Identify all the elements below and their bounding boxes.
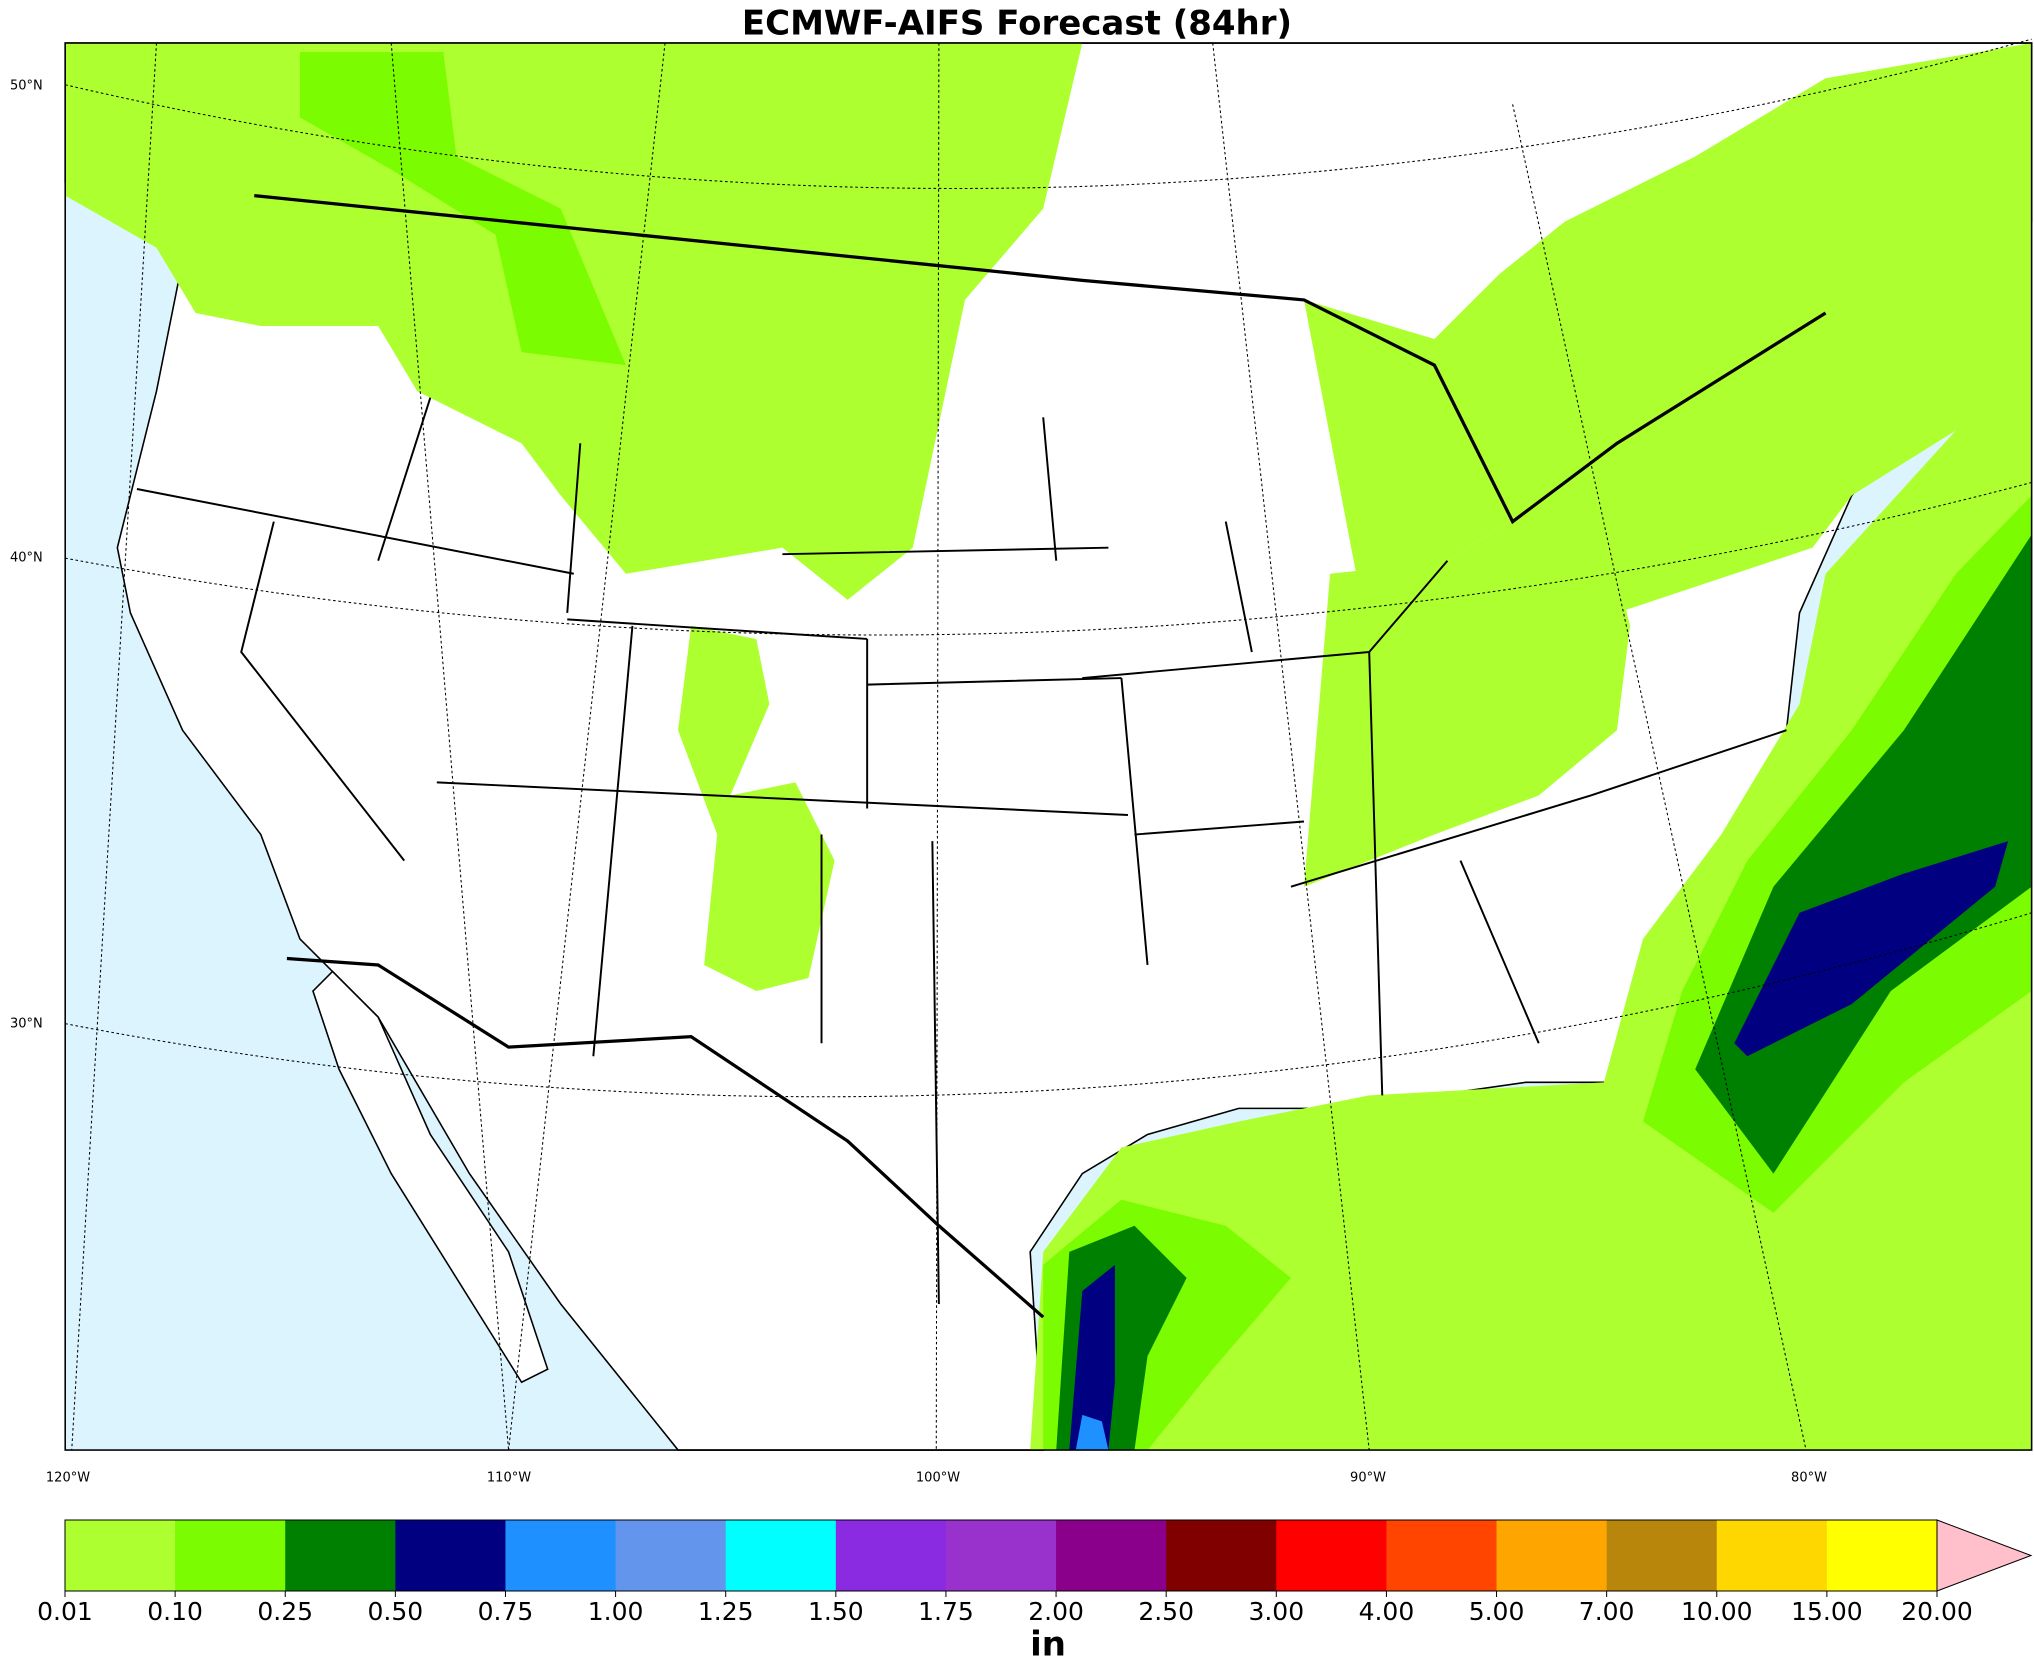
- colorbar-tick-label: 0.50: [368, 1597, 424, 1626]
- colorbar-tick-label: 5.00: [1469, 1597, 1525, 1626]
- colorbar-segment: [725, 1520, 837, 1591]
- colorbar-tick-label: 0.75: [478, 1597, 534, 1626]
- colorbar-tick-label: 1.00: [588, 1597, 644, 1626]
- colorbar-segment: [1716, 1520, 1828, 1591]
- colorbar-segment: [1056, 1520, 1167, 1591]
- colorbar-segment: [1496, 1520, 1608, 1591]
- borders: [136, 193, 1827, 1319]
- precip-canada-core: [299, 52, 626, 366]
- colorbar-tick-label: 1.50: [808, 1597, 864, 1626]
- colorbar-tick-label: 1.25: [698, 1597, 754, 1626]
- colorbar-segment: [945, 1520, 1057, 1591]
- colorbar-tick-label: 2.50: [1138, 1597, 1194, 1626]
- colorbar-tick-label: 2.00: [1028, 1597, 1084, 1626]
- precip-gulf-max: [1069, 1264, 1115, 1451]
- precip-gulf-peak: [1075, 1414, 1109, 1451]
- map-title: ECMWF-AIFS Forecast (84hr): [742, 4, 1292, 44]
- lon-label: 90°W: [1350, 1471, 1386, 1486]
- precip-rockies: [678, 625, 835, 992]
- colorbar: 0.01 0.10 0.25 0.50 0.75 1.00 1.25 1.50 1.75 2.00…: [37, 1519, 2033, 1626]
- colorbar-segment: [1386, 1520, 1498, 1591]
- colorbar-frame: [64, 1519, 1938, 1592]
- precip-ohio-valley: [1304, 469, 1630, 887]
- colorbar-segment: [175, 1520, 286, 1591]
- colorbar-segment: [1606, 1520, 1718, 1591]
- colorbar-tick-label: 20.00: [1901, 1597, 1973, 1626]
- colorbar-tick-label: 3.00: [1248, 1597, 1304, 1626]
- colorbar-segment: [1166, 1520, 1277, 1591]
- colorbar-tick-label: 0.01: [37, 1597, 93, 1626]
- lat-label: 30°N: [10, 1017, 43, 1032]
- colorbar-segment: [395, 1520, 506, 1591]
- lon-label: 120°W: [46, 1471, 90, 1486]
- colorbar-tick-label: 15.00: [1791, 1597, 1863, 1626]
- colorbar-extension: [1936, 1519, 2033, 1592]
- lon-label: 100°W: [916, 1471, 960, 1486]
- colorbar-tick-label: 0.10: [147, 1597, 203, 1626]
- colorbar-tick-label: 7.00: [1579, 1597, 1635, 1626]
- colorbar-segment: [615, 1520, 727, 1591]
- lat-label: 40°N: [10, 551, 43, 566]
- lat-label: 50°N: [10, 79, 43, 94]
- baja: [312, 970, 549, 1384]
- graticule: [65, 38, 2032, 1451]
- colorbar-tick-label: 4.00: [1359, 1597, 1415, 1626]
- colorbar-tick-label: 1.75: [918, 1597, 974, 1626]
- lon-label: 80°W: [1791, 1471, 1827, 1486]
- precip-atlantic-max: [1734, 841, 2009, 1057]
- colorbar-segment: [1276, 1520, 1387, 1591]
- map-frame: [64, 42, 2033, 1451]
- colorbar-segment: [285, 1520, 396, 1591]
- colorbar-tick-label: 10.00: [1681, 1597, 1753, 1626]
- colorbar-segment: [65, 1520, 176, 1591]
- map: [64, 38, 2033, 1451]
- colorbar-tick-label: 0.25: [257, 1597, 313, 1626]
- colorbar-segment: [505, 1520, 617, 1591]
- colorbar-segment: [1826, 1520, 1938, 1591]
- colorbar-segment: [835, 1520, 947, 1591]
- colorbar-unit: in: [1030, 1625, 1066, 1665]
- lon-label: 110°W: [487, 1471, 531, 1486]
